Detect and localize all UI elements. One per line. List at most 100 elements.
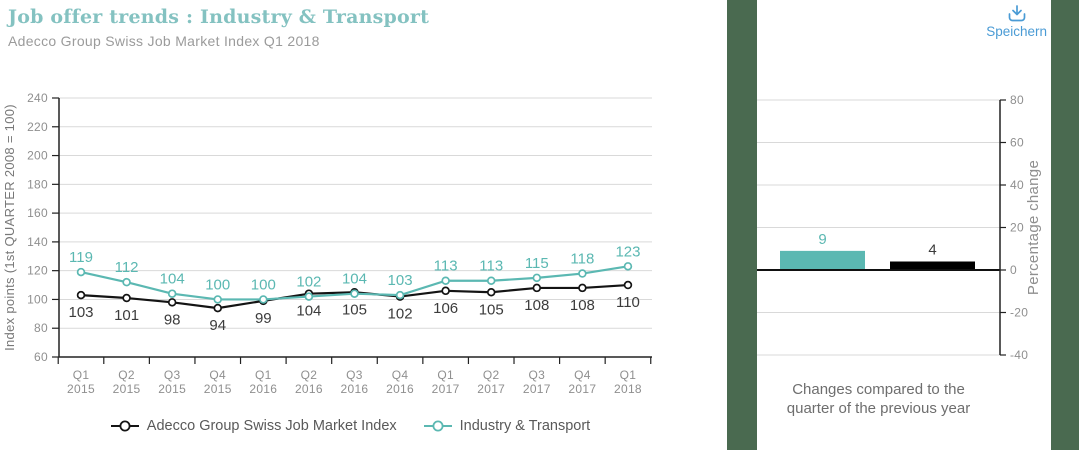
data-point bbox=[76, 290, 86, 300]
data-label: 104 bbox=[160, 271, 185, 288]
bar-chart-card: 9 4 80 60 40 20 0 -20 -40 Percentage change Speic… bbox=[757, 0, 1051, 450]
svg-text:Q4: Q4 bbox=[392, 368, 409, 382]
data-label: 99 bbox=[255, 310, 272, 327]
data-label: 104 bbox=[296, 303, 321, 320]
svg-text:40: 40 bbox=[1010, 178, 1024, 192]
data-label: 100 bbox=[251, 276, 276, 293]
svg-text:2016: 2016 bbox=[341, 382, 369, 396]
data-point bbox=[167, 298, 177, 307]
data-label: 108 bbox=[570, 297, 595, 314]
data-label: 106 bbox=[433, 300, 458, 317]
svg-text:2015: 2015 bbox=[113, 382, 141, 396]
panel-right-border bbox=[1051, 0, 1079, 450]
legend-label: Adecco Group Swiss Job Market Index bbox=[146, 418, 397, 434]
data-point bbox=[213, 303, 222, 313]
data-label: 102 bbox=[388, 306, 413, 323]
data-point bbox=[395, 290, 405, 300]
legend-label: Industry & Transport bbox=[459, 418, 591, 434]
svg-text:60: 60 bbox=[34, 350, 48, 364]
svg-text:20: 20 bbox=[1010, 221, 1024, 235]
svg-text:Q2: Q2 bbox=[118, 368, 135, 382]
bar-value-label: 4 bbox=[928, 242, 936, 259]
svg-text:Q4: Q4 bbox=[209, 368, 226, 382]
data-label: 100 bbox=[205, 276, 230, 293]
svg-text:2016: 2016 bbox=[386, 382, 414, 396]
svg-text:240: 240 bbox=[27, 91, 48, 105]
svg-text:0: 0 bbox=[1010, 263, 1017, 277]
svg-text:2016: 2016 bbox=[249, 382, 277, 396]
data-point bbox=[122, 277, 131, 287]
line-chart-section: Job offer trends : Industry & Transport … bbox=[0, 6, 700, 434]
y-axis-label: Index points (1st QUARTER 2008 = 100) bbox=[2, 104, 17, 351]
legend-item-index: Adecco Group Swiss Job Market Index bbox=[110, 418, 397, 434]
svg-text:2017: 2017 bbox=[477, 382, 505, 396]
bar-chart-caption: Changes compared to the quarter of the p… bbox=[757, 381, 1000, 419]
data-label: 113 bbox=[434, 258, 458, 275]
data-point bbox=[259, 295, 268, 304]
data-label: 104 bbox=[342, 271, 367, 288]
page-subtitle: Adecco Group Swiss Job Market Index Q1 2… bbox=[8, 33, 320, 49]
legend-marker-icon bbox=[110, 420, 139, 432]
caption-line-1: Changes compared to the bbox=[792, 381, 965, 398]
axes: 80 60 40 20 0 -20 -40 Percentage change bbox=[999, 93, 1042, 362]
bar-value-label: 9 bbox=[818, 231, 826, 248]
svg-text:2017: 2017 bbox=[523, 382, 551, 396]
data-point bbox=[623, 262, 633, 271]
data-label: 113 bbox=[479, 258, 503, 275]
data-point bbox=[578, 283, 587, 293]
svg-text:-40: -40 bbox=[1010, 348, 1028, 362]
legend-item-industry-transport: Industry & Transport bbox=[423, 418, 591, 434]
svg-text:Q2: Q2 bbox=[483, 368, 500, 382]
data-label: 105 bbox=[479, 301, 504, 318]
svg-text:Q3: Q3 bbox=[164, 368, 181, 382]
data-point bbox=[486, 276, 496, 285]
data-point bbox=[441, 276, 450, 285]
legend: Adecco Group Swiss Job Market Index Indus… bbox=[0, 418, 700, 434]
data-point bbox=[304, 292, 314, 301]
data-point bbox=[441, 286, 450, 296]
data-label: 103 bbox=[388, 272, 413, 289]
data-label: 110 bbox=[616, 294, 640, 311]
svg-text:Q1: Q1 bbox=[437, 368, 454, 382]
legend-marker-icon bbox=[423, 420, 452, 432]
page-title: Job offer trends : Industry & Transport bbox=[8, 6, 430, 28]
bar bbox=[780, 250, 865, 270]
svg-text:220: 220 bbox=[27, 120, 48, 134]
svg-text:80: 80 bbox=[1010, 93, 1024, 107]
svg-text:80: 80 bbox=[34, 321, 48, 335]
svg-text:120: 120 bbox=[27, 264, 48, 278]
data-label: 103 bbox=[68, 304, 93, 321]
svg-text:2015: 2015 bbox=[158, 382, 186, 396]
caption-line-2: quarter of the previous year bbox=[786, 399, 971, 417]
svg-text:Q3: Q3 bbox=[346, 368, 363, 382]
data-point bbox=[76, 267, 86, 277]
data-label: 123 bbox=[615, 243, 640, 260]
data-point bbox=[167, 289, 177, 298]
svg-text:2015: 2015 bbox=[204, 382, 232, 396]
data-point bbox=[623, 280, 633, 290]
data-label: 105 bbox=[342, 301, 367, 318]
data-label: 119 bbox=[69, 249, 93, 266]
line-chart: 2402202001801601401201008060Q12015Q22015… bbox=[2, 91, 652, 396]
svg-text:2018: 2018 bbox=[614, 382, 642, 396]
svg-text:100: 100 bbox=[27, 292, 48, 306]
save-button[interactable]: Speichern bbox=[986, 5, 1047, 39]
svg-text:Q4: Q4 bbox=[574, 368, 591, 382]
bar bbox=[890, 261, 975, 270]
svg-text:180: 180 bbox=[27, 177, 48, 191]
data-point bbox=[213, 295, 222, 304]
data-point bbox=[350, 289, 359, 298]
data-point bbox=[578, 269, 587, 278]
panel-left-border bbox=[727, 0, 757, 450]
data-label: 98 bbox=[164, 311, 181, 328]
axes: 2402202001801601401201008060Q12015Q22015… bbox=[2, 91, 652, 396]
svg-text:2015: 2015 bbox=[67, 382, 95, 396]
svg-text:140: 140 bbox=[27, 235, 48, 249]
svg-text:Q1: Q1 bbox=[73, 368, 90, 382]
svg-text:2016: 2016 bbox=[295, 382, 323, 396]
data-point bbox=[532, 283, 542, 293]
svg-text:200: 200 bbox=[27, 149, 48, 163]
bar-chart-panel: 9 4 80 60 40 20 0 -20 -40 Percentage change Speic… bbox=[727, 0, 1079, 450]
data-label: 112 bbox=[115, 259, 139, 276]
svg-text:Q2: Q2 bbox=[301, 368, 318, 382]
